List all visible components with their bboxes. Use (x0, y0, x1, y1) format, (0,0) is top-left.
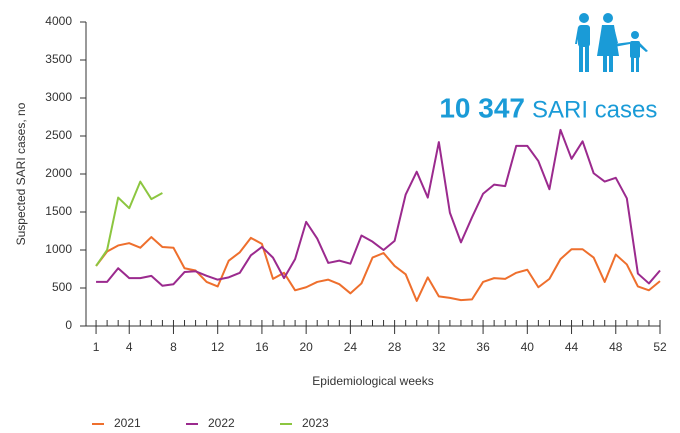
y-tick-label: 3000 (45, 90, 72, 104)
legend-label: 2023 (302, 416, 329, 430)
y-tick-label: 2500 (45, 128, 72, 142)
x-tick-label: 12 (211, 340, 225, 354)
x-tick-label: 4 (126, 340, 133, 354)
annotation-value: 10 347 (439, 92, 525, 123)
x-tick-label: 8 (170, 340, 177, 354)
x-tick-label: 1 (93, 340, 100, 354)
y-tick-label: 0 (65, 318, 72, 332)
series-line (95, 180, 163, 267)
annotation-text: SARI cases (532, 96, 657, 123)
family-icon (575, 13, 648, 72)
y-tick-label: 2000 (45, 166, 72, 180)
y-tick-label: 1500 (45, 204, 72, 218)
x-tick-label: 36 (476, 340, 490, 354)
y-tick-label: 4000 (45, 14, 72, 28)
legend-label: 2022 (208, 416, 235, 430)
y-tick-label: 1000 (45, 242, 72, 256)
x-tick-label: 52 (653, 340, 667, 354)
x-tick-label: 40 (521, 340, 535, 354)
y-tick-label: 3500 (45, 52, 72, 66)
x-tick-label: 20 (299, 340, 313, 354)
x-tick-label: 44 (565, 340, 579, 354)
series-line (96, 128, 661, 287)
y-axis-title: Suspected SARI cases, no (14, 102, 28, 245)
x-tick-label: 24 (344, 340, 358, 354)
x-tick-label: 32 (432, 340, 446, 354)
x-tick-label: 28 (388, 340, 402, 354)
legend-label: 2021 (114, 416, 141, 430)
y-tick-label: 500 (52, 280, 72, 294)
x-axis-title: Epidemiological weeks (312, 374, 433, 388)
x-tick-label: 16 (255, 340, 269, 354)
series-line (95, 236, 661, 302)
x-tick-label: 48 (609, 340, 623, 354)
